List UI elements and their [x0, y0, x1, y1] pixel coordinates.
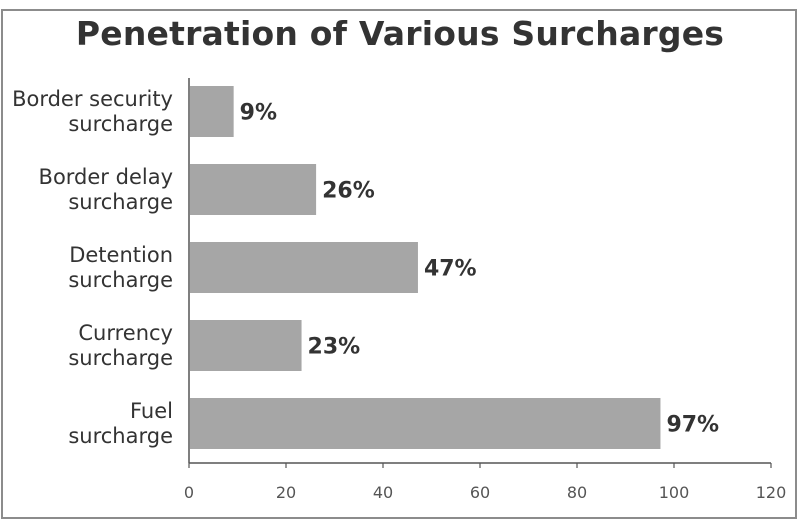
data-label: 26% [322, 179, 375, 204]
x-tick-label: 100 [659, 483, 690, 502]
category-label: surcharge [68, 268, 173, 292]
bar [190, 164, 317, 215]
category-label: Border security [12, 87, 173, 111]
category-label: Detention [69, 243, 173, 267]
chart-title: Penetration of Various Surcharges [75, 14, 725, 53]
x-tick-label: 20 [276, 483, 296, 502]
category-label: surcharge [68, 346, 173, 370]
x-tick-label: 60 [470, 483, 490, 502]
data-label: 9% [240, 101, 277, 126]
data-label: 23% [308, 335, 361, 360]
x-tick-label: 120 [756, 483, 787, 502]
category-label: surcharge [68, 112, 173, 136]
bar [190, 398, 661, 449]
data-label: 47% [424, 257, 477, 282]
bar [190, 320, 302, 371]
data-label: 97% [666, 413, 719, 438]
x-tick-label: 40 [373, 483, 393, 502]
bar [190, 242, 418, 293]
category-label: surcharge [68, 190, 173, 214]
category-label: surcharge [68, 424, 173, 448]
bar [190, 86, 234, 137]
x-tick-label: 0 [184, 483, 194, 502]
category-label: Currency [78, 321, 173, 345]
category-label: Border delay [39, 165, 173, 189]
x-tick-label: 80 [567, 483, 587, 502]
category-label: Fuel [130, 399, 173, 423]
